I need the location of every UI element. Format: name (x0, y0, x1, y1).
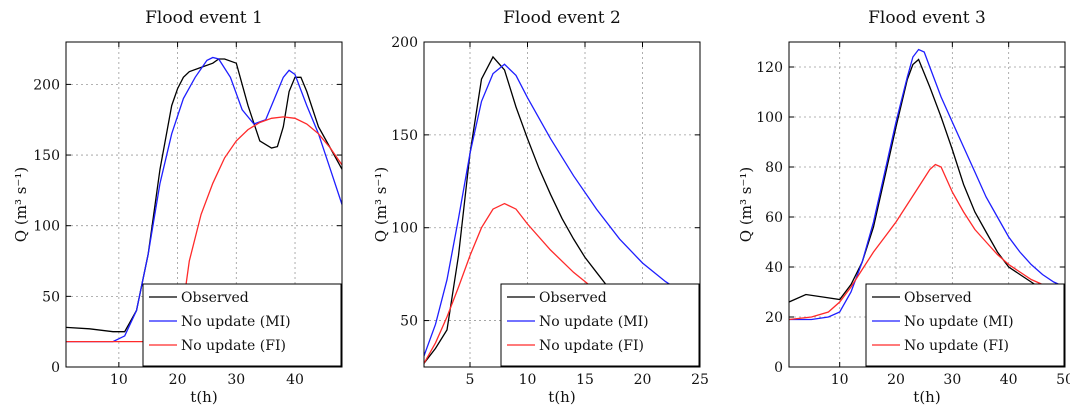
chart-panel-1: 10 20 30 40 0 50 100 150 200 Flood event 1 t(h) Q (… (12, 8, 343, 406)
x-tick-label: 15 (576, 372, 594, 388)
x-tick-label: 40 (1000, 372, 1018, 388)
plot-frame (788, 41, 1066, 368)
series-line-no-update-mi (789, 48, 1065, 321)
y-tick-label: 40 (765, 260, 783, 276)
x-tick-label: 10 (831, 372, 849, 388)
x-tick-label: 20 (887, 372, 905, 388)
y-tick-label: 200 (391, 35, 418, 51)
y-tick-label: 20 (765, 310, 783, 326)
series-line-observed (789, 58, 1065, 303)
legend-box (500, 283, 700, 367)
legend: Observed No update (MI) No update (FI) (865, 283, 1065, 367)
chart-title: Flood event 3 (868, 8, 986, 28)
legend: Observed No update (MI) No update (FI) (142, 283, 342, 367)
y-tick-label: 100 (756, 110, 783, 126)
legend-entry-label: No update (MI) (904, 314, 1014, 330)
legend-entry-label: No update (FI) (904, 338, 1009, 354)
legend-entry-label: No update (FI) (539, 338, 644, 354)
x-tick-label: 20 (169, 372, 187, 388)
legend-box (865, 283, 1065, 367)
y-tick-label: 0 (51, 360, 60, 376)
legend: Observed No update (MI) No update (FI) (500, 283, 700, 367)
legend-entry-label: No update (FI) (181, 338, 286, 354)
y-tick-label: 60 (765, 210, 783, 226)
x-tick-label: 5 (466, 372, 475, 388)
y-tick-label: 0 (774, 360, 783, 376)
chart-title: Flood event 2 (503, 8, 621, 28)
y-tick-label: 150 (33, 148, 60, 164)
y-tick-label: 80 (765, 160, 783, 176)
y-tick-label: 100 (391, 221, 418, 237)
y-tick-label: 150 (391, 128, 418, 144)
x-axis-label: t(h) (190, 388, 217, 406)
series-line-no-update-mi (424, 63, 700, 357)
x-tick-label: 40 (286, 372, 304, 388)
x-axis-label: t(h) (913, 388, 940, 406)
legend-box (142, 283, 342, 367)
legend-entry-label: Observed (904, 290, 972, 306)
plot-frame (423, 41, 701, 368)
y-tick-label: 200 (33, 77, 60, 93)
x-tick-label: 50 (1056, 372, 1070, 388)
y-tick-label: 120 (756, 60, 783, 76)
chart-panel-3: 10 20 30 40 50 0 20 40 60 80 100 120 Flood event 3 t(… (737, 8, 1070, 406)
x-tick-label: 30 (943, 372, 961, 388)
legend-entry-label: No update (MI) (539, 314, 649, 330)
y-tick-label: 50 (42, 289, 60, 305)
x-tick-label: 20 (634, 372, 652, 388)
y-tick-label: 100 (33, 219, 60, 235)
plot-frame (65, 41, 343, 368)
y-axis-label: Q (m³ s⁻¹) (372, 167, 390, 242)
legend-entry-label: No update (MI) (181, 314, 291, 330)
series-line-no-update-mi (66, 56, 342, 343)
x-tick-label: 10 (110, 372, 128, 388)
y-axis-label: Q (m³ s⁻¹) (737, 167, 755, 242)
y-tick-label: 50 (400, 314, 418, 330)
series-line-no-update-fi (789, 163, 1065, 321)
chart-panel-2: 5 10 15 20 25 50 100 150 200 Flood event 2 t(h) Q (… (372, 8, 709, 406)
x-tick-label: 25 (691, 372, 709, 388)
y-axis-label: Q (m³ s⁻¹) (12, 167, 30, 242)
legend-entry-label: Observed (539, 290, 607, 306)
x-tick-label: 10 (519, 372, 537, 388)
chart-title: Flood event 1 (145, 8, 263, 28)
x-axis-label: t(h) (548, 388, 575, 406)
legend-entry-label: Observed (181, 290, 249, 306)
x-tick-label: 30 (227, 372, 245, 388)
